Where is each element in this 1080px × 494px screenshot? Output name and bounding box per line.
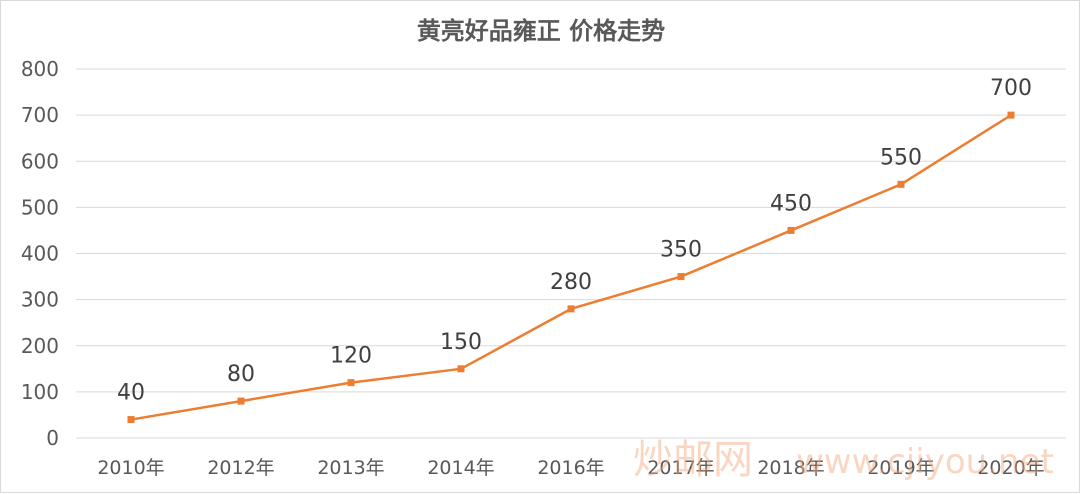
data-point <box>237 397 245 405</box>
data-label: 80 <box>227 362 255 387</box>
data-point <box>347 379 355 387</box>
y-tick-label: 800 <box>21 57 59 81</box>
data-point <box>127 416 135 424</box>
data-point <box>787 226 795 234</box>
x-tick-label: 2018年 <box>757 457 824 479</box>
data-point <box>897 180 905 188</box>
x-tick-label: 2010年 <box>97 457 164 479</box>
data-label: 550 <box>880 145 922 170</box>
data-point <box>457 365 465 373</box>
data-label: 450 <box>770 191 812 216</box>
y-tick-label: 600 <box>21 149 59 173</box>
y-tick-label: 300 <box>21 288 59 312</box>
x-tick-label: 2014年 <box>427 457 494 479</box>
chart-title: 黄亮好品雍正 价格走势 <box>416 17 666 45</box>
data-label: 40 <box>117 381 145 406</box>
y-tick-label: 700 <box>21 103 59 127</box>
x-tick-label: 2013年 <box>317 457 384 479</box>
y-tick-label: 400 <box>21 242 59 266</box>
x-tick-label: 2012年 <box>207 457 274 479</box>
y-tick-label: 0 <box>46 426 59 450</box>
x-tick-label: 2019年 <box>867 457 934 479</box>
y-tick-label: 500 <box>21 195 59 219</box>
data-point <box>677 273 685 281</box>
data-label: 350 <box>660 238 702 263</box>
x-tick-label: 2016年 <box>537 457 604 479</box>
data-label: 120 <box>330 344 372 369</box>
data-point <box>567 305 575 313</box>
x-tick-label: 2017年 <box>647 457 714 479</box>
data-point <box>1007 111 1015 119</box>
data-label: 280 <box>550 270 592 295</box>
data-label: 150 <box>440 330 482 355</box>
data-label: 700 <box>990 76 1032 101</box>
x-tick-label: 2020年 <box>977 457 1044 479</box>
y-tick-label: 200 <box>21 334 59 358</box>
watermark-url: www.cjiyou.net <box>796 442 1054 482</box>
y-tick-label: 100 <box>21 380 59 404</box>
watermark-cn: 炒邮网 <box>633 437 753 483</box>
